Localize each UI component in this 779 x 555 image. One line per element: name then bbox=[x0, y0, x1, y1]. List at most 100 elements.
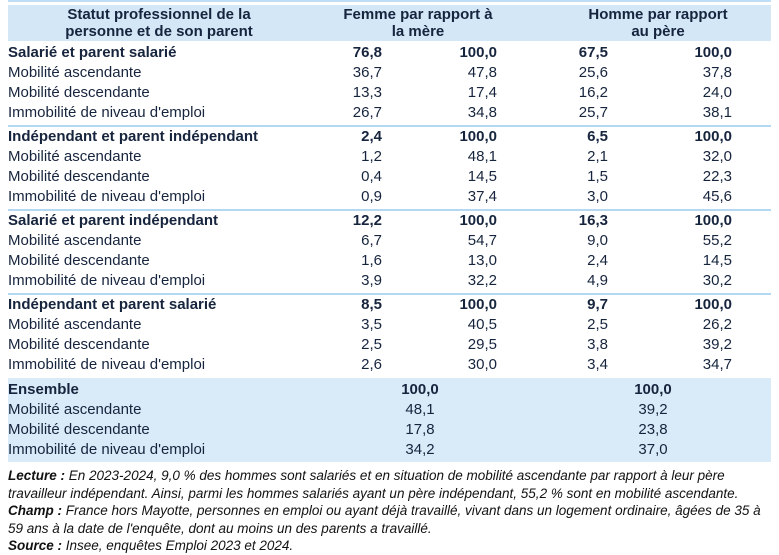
row-label: Immobilité de niveau d'emploi bbox=[8, 441, 206, 458]
cell-value: 54,7 bbox=[467, 232, 497, 249]
cell-value: 37,4 bbox=[467, 188, 497, 205]
ensemble-section: Ensemble 100,0 100,0 Mobilité ascendante 48,… bbox=[8, 378, 771, 462]
row-label: Mobilité ascendante bbox=[8, 232, 142, 249]
table-row: Immobilité de niveau d'emploi 0,9 37,4 3,0 4… bbox=[8, 187, 771, 207]
table-row: Mobilité ascendante 6,7 54,7 9,0 55,2 bbox=[8, 231, 771, 251]
note-label: Lecture : bbox=[8, 468, 66, 483]
section-title-label: Salarié et parent salarié bbox=[8, 44, 177, 61]
section-title-label: Ensemble bbox=[8, 381, 79, 398]
cell-value: 2,6 bbox=[361, 356, 382, 373]
cell-value: 29,5 bbox=[467, 336, 497, 353]
cell-value-femme: 100,0 bbox=[401, 381, 439, 398]
cell-value: 3,9 bbox=[361, 272, 382, 289]
cell-value-homme: 37,0 bbox=[638, 441, 668, 458]
ensemble-row: Mobilité descendante 17,8 23,8 bbox=[8, 420, 771, 440]
cell-value: 16,3 bbox=[578, 212, 608, 229]
table-row: Mobilité descendante 13,3 17,4 16,2 24,0 bbox=[8, 83, 771, 103]
cell-value: 2,4 bbox=[361, 128, 382, 145]
cell-value: 34,7 bbox=[702, 356, 732, 373]
cell-value: 100,0 bbox=[459, 212, 497, 229]
row-label: Immobilité de niveau d'emploi bbox=[8, 272, 206, 289]
table-row: Mobilité descendante 0,4 14,5 1,5 22,3 bbox=[8, 167, 771, 187]
cell-value: 45,6 bbox=[702, 188, 732, 205]
row-label: Mobilité descendante bbox=[8, 336, 150, 353]
cell-value: 38,1 bbox=[702, 104, 732, 121]
header-group-femme: Femme par rapport à la mère bbox=[343, 6, 493, 40]
cell-value: 100,0 bbox=[459, 296, 497, 313]
header-label-column: Statut professionnel de la personne et d… bbox=[65, 6, 253, 40]
cell-value: 4,9 bbox=[587, 272, 608, 289]
cell-value-homme: 23,8 bbox=[638, 421, 668, 438]
cell-value: 9,7 bbox=[587, 296, 608, 313]
section-title-label: Indépendant et parent indépendant bbox=[8, 128, 259, 145]
row-label: Immobilité de niveau d'emploi bbox=[8, 356, 206, 373]
cell-value: 1,5 bbox=[587, 168, 608, 185]
row-label: Mobilité descendante bbox=[8, 252, 150, 269]
cell-value: 22,3 bbox=[702, 168, 732, 185]
row-label: Mobilité descendante bbox=[8, 84, 150, 101]
cell-value: 3,8 bbox=[587, 336, 608, 353]
note-source: Source : Insee, enquêtes Emploi 2023 et … bbox=[8, 538, 294, 553]
table-row: Mobilité ascendante 36,7 47,8 25,6 37,8 bbox=[8, 63, 771, 83]
cell-value: 2,1 bbox=[587, 148, 608, 165]
cell-value: 47,8 bbox=[467, 64, 497, 81]
section-title-label: Indépendant et parent salarié bbox=[8, 296, 217, 313]
table-row: Immobilité de niveau d'emploi 3,9 32,2 4,9 3… bbox=[8, 271, 771, 291]
cell-value: 100,0 bbox=[694, 128, 732, 145]
header-group-homme: Homme par rapport au père bbox=[588, 6, 728, 40]
cell-value-femme: 34,2 bbox=[405, 441, 435, 458]
cell-value: 9,0 bbox=[587, 232, 608, 249]
note-label: Source : bbox=[8, 538, 63, 553]
cell-value: 13,0 bbox=[467, 252, 497, 269]
cell-value: 14,5 bbox=[702, 252, 732, 269]
cell-value: 2,5 bbox=[587, 316, 608, 333]
cell-value: 12,2 bbox=[352, 212, 382, 229]
ensemble-row: Immobilité de niveau d'emploi 34,2 37,0 bbox=[8, 440, 771, 460]
row-label: Mobilité ascendante bbox=[8, 401, 142, 418]
ensemble-title-row: Ensemble 100,0 100,0 bbox=[8, 380, 771, 400]
cell-value: 2,5 bbox=[361, 336, 382, 353]
table-body: Salarié et parent salarié 76,8 100,0 67,5 10… bbox=[8, 43, 771, 375]
cell-value: 6,5 bbox=[587, 128, 608, 145]
cell-value: 1,2 bbox=[361, 148, 382, 165]
cell-value-femme: 48,1 bbox=[405, 401, 435, 418]
cell-value: 16,2 bbox=[578, 84, 608, 101]
ensemble-row: Mobilité ascendante 48,1 39,2 bbox=[8, 400, 771, 420]
section-title-row: Salarié et parent indépendant 12,2 100,0 16… bbox=[8, 209, 771, 231]
cell-value: 55,2 bbox=[702, 232, 732, 249]
note-label: Champ : bbox=[8, 503, 62, 518]
cell-value: 48,1 bbox=[467, 148, 497, 165]
cell-value-femme: 17,8 bbox=[405, 421, 435, 438]
cell-value: 34,8 bbox=[467, 104, 497, 121]
cell-value: 37,8 bbox=[702, 64, 732, 81]
cell-value: 32,2 bbox=[467, 272, 497, 289]
cell-value: 3,4 bbox=[587, 356, 608, 373]
cell-value-homme: 100,0 bbox=[634, 381, 672, 398]
cell-value: 8,5 bbox=[361, 296, 382, 313]
cell-value: 6,7 bbox=[361, 232, 382, 249]
table-row: Immobilité de niveau d'emploi 26,7 34,8 25,… bbox=[8, 103, 771, 123]
cell-value: 26,2 bbox=[702, 316, 732, 333]
cell-value: 100,0 bbox=[694, 44, 732, 61]
table-row: Immobilité de niveau d'emploi 2,6 30,0 3,4 3… bbox=[8, 355, 771, 375]
cell-value: 100,0 bbox=[459, 128, 497, 145]
cell-value: 67,5 bbox=[578, 44, 608, 61]
section-title-row: Indépendant et parent salarié 8,5 100,0 9,7… bbox=[8, 293, 771, 315]
cell-value: 2,4 bbox=[587, 252, 608, 269]
section-title-row: Salarié et parent salarié 76,8 100,0 67,5 10… bbox=[8, 43, 771, 63]
table-header: Statut professionnel de la personne et d… bbox=[8, 5, 771, 41]
cell-value: 1,6 bbox=[361, 252, 382, 269]
cell-value: 24,0 bbox=[702, 84, 732, 101]
cell-value: 30,2 bbox=[702, 272, 732, 289]
table-row: Mobilité ascendante 1,2 48,1 2,1 32,0 bbox=[8, 147, 771, 167]
section-title-row: Indépendant et parent indépendant 2,4 100,… bbox=[8, 125, 771, 147]
row-label: Immobilité de niveau d'emploi bbox=[8, 104, 206, 121]
row-label: Mobilité ascendante bbox=[8, 316, 142, 333]
row-label: Mobilité descendante bbox=[8, 168, 150, 185]
row-label: Immobilité de niveau d'emploi bbox=[8, 188, 206, 205]
top-rule bbox=[8, 0, 771, 2]
table-row: Mobilité descendante 2,5 29,5 3,8 39,2 bbox=[8, 335, 771, 355]
cell-value: 100,0 bbox=[459, 44, 497, 61]
cell-value-homme: 39,2 bbox=[638, 401, 668, 418]
